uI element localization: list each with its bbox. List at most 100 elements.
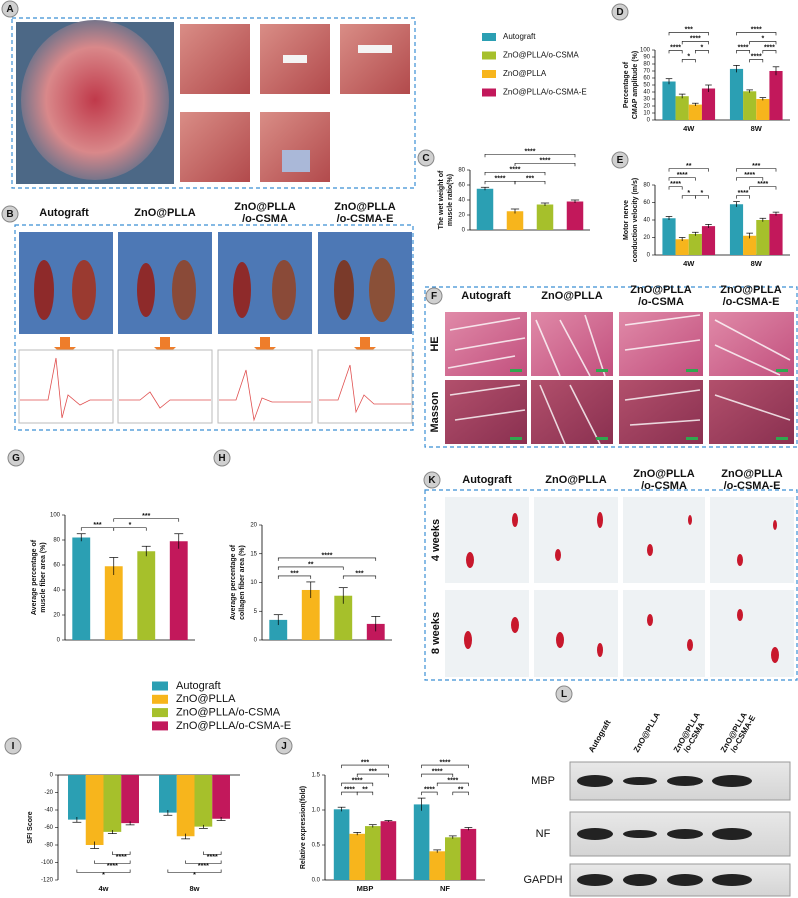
column-header: ZnO@PLLA [541,290,602,302]
sig-label: **** [198,863,209,870]
sig-bracket [514,162,576,167]
bar: ZnO@PLLA/o-CSMA-E [121,775,139,824]
bar [169,541,188,640]
sig-label: ** [362,786,368,793]
panel-letter: B [6,209,13,220]
sig-label: * [761,36,764,43]
muscle [137,263,155,317]
legend-swatch [482,88,496,97]
y-axis-label: Average percentage of [31,539,38,615]
y-tick-label: 60 [458,183,465,189]
x-tick-label: 8W [751,124,763,133]
bar: ZnO@PLLA [349,833,365,880]
sig-bracket [76,869,131,873]
row-label: HE [429,336,441,351]
muscle [233,262,251,318]
sig-bracket [484,153,576,158]
bar: Autograft [729,68,744,120]
y-tick-label: -40 [44,808,53,814]
bar [301,589,320,640]
sig-label: **** [764,45,775,52]
y-tick-label: 0 [57,638,61,644]
y-tick-label: 20 [458,213,465,219]
y-axis-label: Percentage of [623,61,630,108]
y-tick-label: 0 [462,228,466,234]
sig-bracket [762,50,777,54]
implant [282,150,310,172]
y-axis-label: collagen fiber area (%) [239,545,246,620]
row-label: 4 weeks [430,519,442,561]
bar: ZnO@PLLA/o-CSMA-E [212,775,230,819]
muscle [172,260,196,320]
panel-letter: D [616,7,623,18]
emg-traces [20,357,411,422]
sig-label: *** [93,522,101,529]
sig-label: **** [440,759,451,766]
y-tick-label: 20 [643,104,650,110]
sig-bracket [695,195,709,199]
sig-bracket [421,773,454,778]
panel-letter: I [12,741,15,752]
sig-bracket [185,860,222,864]
bar: ZnO@PLLA/o-CSMA-E [769,71,783,120]
column-header: Autograft [39,207,89,219]
panel-letter: L [561,689,567,700]
bar: ZnO@PLLA [743,235,757,255]
panel-badge [1,205,19,223]
muscle [272,260,296,320]
panel-box [424,286,798,448]
sig-label: **** [525,149,536,156]
column-header: /o-CSMA [638,296,684,308]
y-tick-label: 20 [643,235,650,241]
y-axis-label: conduction velocity (m/s) [632,178,639,262]
column-header: /o-CSMA-E [724,480,781,492]
sig-bracket [681,59,696,63]
panel-letter: J [281,741,287,752]
sig-label: **** [670,181,681,188]
sig-label: *** [361,759,369,766]
sig-label: **** [670,45,681,52]
column-header: ZnO@PLLA [630,284,691,296]
column-header: ZnO@PLLA [632,711,662,754]
photo [118,232,212,334]
sig-bracket [113,518,180,522]
sig-bracket [736,168,777,172]
sig-label: **** [751,54,762,61]
sig-label: **** [322,552,333,559]
sig-bracket [342,575,377,579]
sig-label: * [687,54,690,61]
sig-bracket [203,851,222,855]
sig-bracket [113,527,147,531]
panel-f-histology [424,286,798,448]
y-tick-label: 10 [250,580,257,586]
legend-label: ZnO@PLLA [176,693,236,705]
y-tick-label: 50 [643,83,650,89]
legend-swatch [152,708,168,718]
sig-bracket [421,791,438,796]
legend-label: ZnO@PLLA/o-CSMA [176,707,281,719]
column-header: Autograft [587,718,613,754]
y-tick-label: 0 [647,118,651,124]
legend-swatch [152,721,168,731]
bar: ZnO@PLLA/o-CSMA-E [769,213,783,255]
sig-label: **** [352,777,363,784]
panel-letter: F [431,291,437,302]
panel-letter: C [422,153,429,164]
y-tick-label: 20 [250,523,257,529]
x-tick-label: NF [440,884,450,893]
column-header: ZnO@PLLA [721,468,782,480]
sig-bracket [681,41,709,45]
column-header: ZnO@PLLA [545,474,606,486]
y-tick-label: 0 [50,773,54,779]
bar: ZnO@PLLA [85,775,104,845]
column-header: /o-CSMA [242,213,288,225]
bar: ZnO@PLLA [429,851,445,880]
legend-label: Autograft [503,32,536,41]
y-axis-label: Motor nerve [623,200,630,240]
y-tick-label: 5 [254,609,258,615]
sig-label: **** [432,768,443,775]
sig-label: * [102,872,105,879]
bar: ZnO@PLLA/o-CSMA [688,234,702,255]
y-tick-label: 0 [647,253,651,259]
